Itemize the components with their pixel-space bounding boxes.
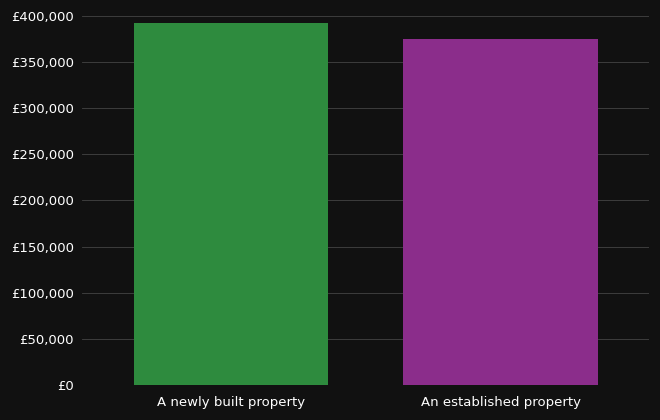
Bar (403, 39, 598, 385)
Bar (134, 24, 328, 385)
